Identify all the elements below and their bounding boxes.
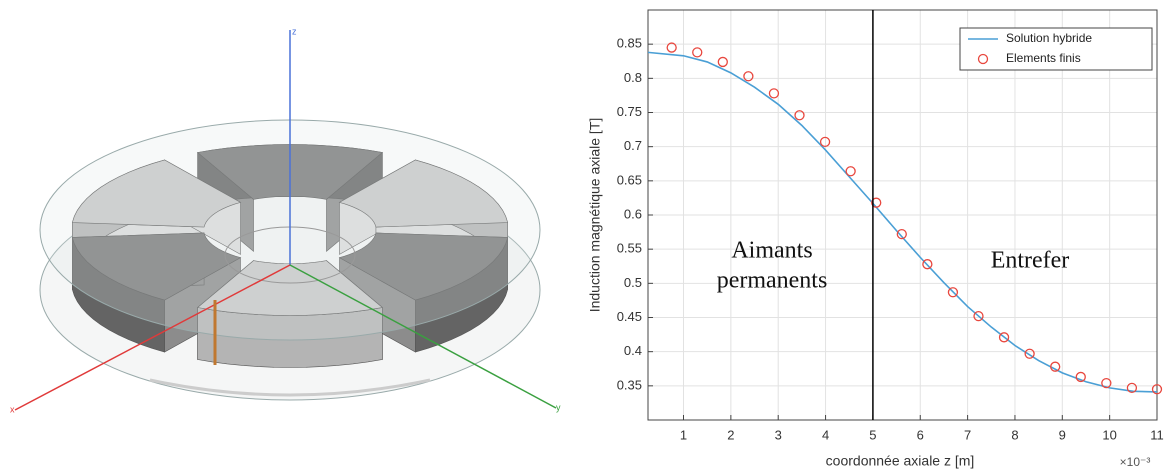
y-tick-label: 0.85 (617, 36, 642, 51)
legend-box (959, 27, 1153, 71)
x-tick-label: 9 (1059, 427, 1066, 442)
y-tick-label: 0.4 (624, 343, 642, 358)
annotation: Entrefer (991, 248, 1070, 274)
scatter-point (871, 197, 882, 208)
scatter-point (1024, 348, 1035, 359)
x-tick-label: 8 (1011, 427, 1018, 442)
x-tick-label: 10 (1102, 427, 1116, 442)
arc-path (149, 378, 431, 397)
legend-label: Elements finis (1006, 51, 1081, 65)
scatter-point (947, 287, 959, 298)
x-tick-label: 1 (680, 427, 687, 442)
scatter-point (794, 110, 805, 121)
cad-view: z y x (10, 26, 561, 414)
annotation: Aimants (731, 238, 812, 264)
scatter-point (1126, 382, 1138, 394)
axis-label: x (10, 404, 15, 414)
plot-frame (647, 9, 1158, 421)
scatter-point (998, 332, 1010, 343)
annotation: permanents (717, 268, 828, 294)
scatter-point (1151, 384, 1163, 395)
y-axis-label: Induction magnétique axiale [T] (587, 118, 603, 313)
y-tick-label: 0.35 (617, 377, 642, 392)
scatter-point (922, 259, 933, 270)
y-tick-label: 0.8 (624, 70, 642, 85)
axis-label: y (556, 402, 561, 412)
x-tick-label: 4 (822, 427, 829, 442)
x-tick-label: 5 (869, 427, 876, 442)
axis-label: z (292, 26, 297, 36)
y-tick-label: 0.75 (617, 104, 642, 119)
y-tick-label: 0.45 (617, 309, 642, 324)
scatter-point (845, 166, 856, 177)
legend-swatch (977, 53, 989, 65)
axis-y (289, 264, 557, 409)
x-tick-label: 2 (727, 427, 734, 442)
chart: coordonnée axiale z [m] ×10⁻³ Induction … (587, 9, 1164, 469)
x-tick-label: 11 (1150, 427, 1164, 442)
magnets (71, 144, 509, 368)
y-tick-label: 0.65 (617, 172, 642, 187)
scatter-point (819, 136, 831, 148)
scatter-point (666, 42, 677, 53)
scatter-point (1101, 377, 1112, 389)
y-tick-label: 0.5 (624, 275, 642, 290)
x-tick-label: 3 (775, 427, 782, 442)
axis-x (14, 264, 291, 411)
magnet-top (338, 232, 509, 301)
scatter-point (896, 228, 907, 240)
x-tick-label: 7 (964, 427, 971, 442)
x-axis-label: coordonnée axiale z [m] (826, 453, 975, 469)
scatter-point (717, 56, 728, 68)
magnet-top (71, 159, 242, 228)
x-tick-label: 6 (917, 427, 924, 442)
y-tick-label: 0.7 (624, 138, 642, 153)
x-exponent: ×10⁻³ (1120, 455, 1151, 469)
scatter-point (1075, 371, 1086, 383)
scatter-point (692, 47, 703, 58)
legend-label: Solution hybride (1006, 31, 1092, 45)
y-tick-label: 0.6 (624, 206, 642, 221)
scatter-point (973, 310, 984, 322)
scatter-point (768, 88, 780, 99)
y-tick-label: 0.55 (617, 241, 642, 256)
magnet-top (338, 159, 509, 228)
scatter-point (743, 71, 754, 82)
line-series (647, 51, 1158, 393)
scatter-point (1050, 361, 1061, 372)
